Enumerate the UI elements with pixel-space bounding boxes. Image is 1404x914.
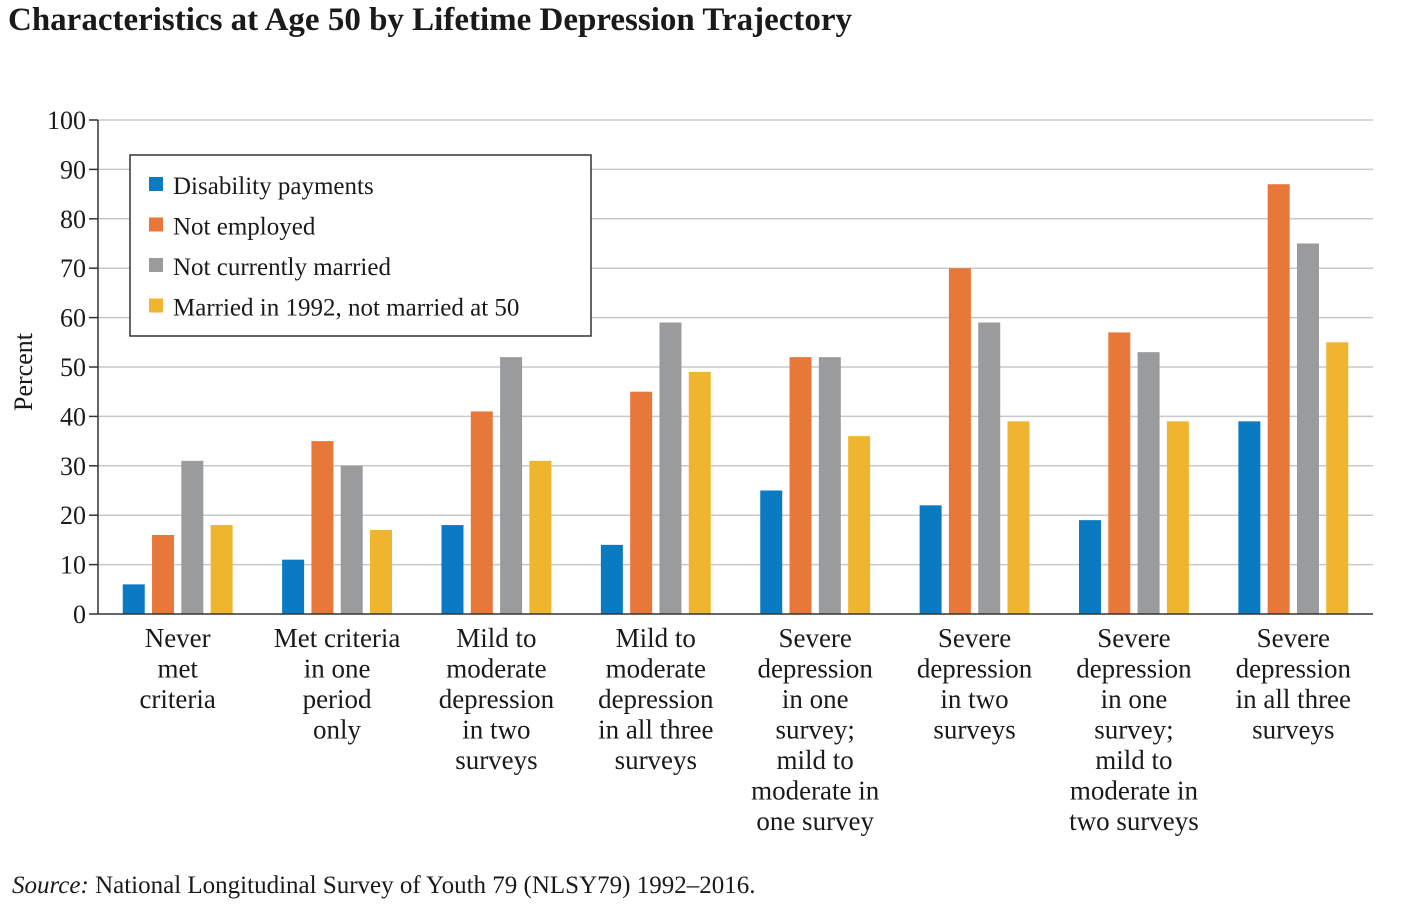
- bar: [1296, 243, 1319, 614]
- y-tick-label: 40: [60, 402, 86, 431]
- legend-label: Not employed: [173, 214, 316, 241]
- y-tick-label: 0: [73, 600, 86, 629]
- axes: [97, 120, 1373, 615]
- y-tick-label: 10: [60, 551, 86, 580]
- bar: [500, 357, 523, 614]
- legend-swatch: [149, 177, 163, 191]
- bar: [1238, 421, 1261, 614]
- x-axis-labels: Never met criteria Met criteria in one period…: [139, 623, 1351, 836]
- bar: [818, 357, 841, 614]
- bars: [122, 184, 1349, 614]
- x-tick-label: Severe depression in one survey; mild to mode…: [751, 623, 880, 836]
- bar: [1326, 342, 1349, 614]
- bar: [760, 490, 783, 614]
- x-tick-label: Met criteria in one period only: [274, 623, 401, 745]
- bar: [1108, 332, 1131, 614]
- source-label: Source:: [12, 872, 89, 899]
- y-axis-label: Percent: [9, 332, 38, 411]
- y-tick-label: 30: [60, 452, 86, 481]
- bar: [948, 268, 971, 614]
- source-text: National Longitudinal Survey of Youth 79…: [88, 872, 756, 899]
- bar: [311, 441, 334, 614]
- y-tick-label: 20: [60, 501, 86, 530]
- legend-label: Not currently married: [173, 254, 391, 281]
- bar: [1137, 352, 1160, 614]
- y-tick-label: 80: [60, 205, 86, 234]
- legend-swatch: [149, 298, 163, 313]
- x-tick-label: Mild to moderate depression in two surveys: [439, 623, 555, 775]
- chart-title: Characteristics at Age 50 by Lifetime De…: [8, 2, 853, 38]
- bar: [1007, 421, 1030, 614]
- y-axis-ticks: 0 10 20 30 40 50 60 70 80 90 100: [47, 106, 98, 629]
- bar: [600, 544, 623, 614]
- bar: [1166, 421, 1189, 614]
- bar: [122, 584, 145, 614]
- legend-box: [129, 154, 592, 337]
- bar: [978, 322, 1001, 614]
- bar: [340, 465, 363, 614]
- y-tick-label: 60: [60, 304, 86, 333]
- x-tick-label: Severe depression in two surveys: [917, 623, 1033, 745]
- legend-swatch: [149, 217, 163, 232]
- bar: [152, 534, 175, 614]
- bar: [529, 460, 552, 614]
- bar: [789, 357, 812, 614]
- y-tick-label: 90: [60, 155, 86, 184]
- legend-swatch: [149, 258, 163, 272]
- x-tick-label: Mild to moderate depression in all three sur…: [598, 623, 714, 775]
- bar: [441, 525, 464, 614]
- bar: [630, 391, 653, 614]
- bar: [470, 411, 493, 614]
- bar: [210, 525, 233, 614]
- source-note: Source: National Longitudinal Survey of …: [12, 872, 755, 900]
- legend-label: Married in 1992, not married at 50: [173, 295, 519, 322]
- legend-label: Disability payments: [173, 173, 374, 200]
- bar: [1267, 184, 1290, 614]
- bar: [659, 322, 682, 614]
- bar: [1078, 520, 1101, 614]
- bar: [282, 559, 305, 614]
- bar: [370, 530, 393, 614]
- x-tick-label: Severe depression in all three surveys: [1236, 623, 1352, 745]
- bar: [919, 505, 942, 614]
- x-tick-label: Never met criteria: [139, 623, 215, 714]
- bar: [688, 371, 711, 614]
- legend: Disability payments Not employed Not curre…: [129, 154, 592, 337]
- bar: [181, 460, 204, 614]
- y-tick-label: 50: [60, 353, 86, 382]
- y-tick-label: 70: [60, 254, 86, 283]
- y-tick-label: 100: [47, 106, 86, 135]
- bar: [848, 436, 871, 614]
- x-tick-label: Severe depression in one survey; mild to mode…: [1069, 623, 1199, 836]
